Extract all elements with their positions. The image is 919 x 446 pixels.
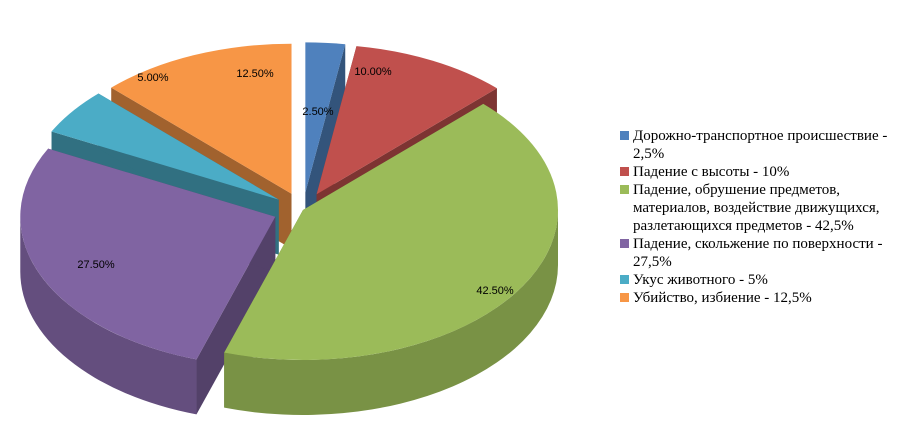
slice-wall	[305, 44, 346, 248]
legend-label: Убийство, избиение - 12,5%	[633, 290, 812, 306]
slice-wall	[196, 216, 276, 415]
pie-slice	[224, 103, 558, 360]
legend-item: Падение, обрушение предметов, материалов…	[620, 181, 915, 235]
legend-item: Укус животного - 5%	[620, 271, 915, 289]
data-label: 12.50%	[236, 68, 274, 80]
legend-swatch	[620, 239, 629, 248]
legend-swatch	[620, 131, 629, 140]
data-label: 10.00%	[354, 66, 392, 78]
legend-item: Убийство, избиение - 12,5%	[620, 289, 915, 307]
legend-item: Падение, скольжение по поверхности - 27,…	[620, 235, 915, 271]
legend-swatch	[620, 275, 629, 284]
legend-swatch	[620, 185, 629, 194]
data-label: 42.50%	[476, 285, 514, 297]
legend-label: Падение с высоты - 10%	[633, 164, 790, 180]
data-label: 27.50%	[77, 259, 115, 271]
legend: Дорожно-транспортное происшествие - 2,5%…	[620, 127, 915, 307]
legend-label: Укус животного - 5%	[633, 272, 768, 288]
legend-label: Дорожно-транспортное происшествие - 2,5%	[633, 128, 888, 162]
slice-side	[224, 210, 558, 416]
pie-slice	[316, 46, 497, 195]
legend-item: Падение с высоты - 10%	[620, 163, 915, 181]
pie-slice	[111, 43, 292, 194]
legend-label: Падение, обрушение предметов, материалов…	[633, 182, 880, 234]
data-labels: 2.50% 10.00% 42.50% 27.50% 5.00% 12.50%	[77, 66, 514, 297]
slice-side	[20, 216, 197, 415]
legend-swatch	[620, 293, 629, 302]
slice-tops	[20, 42, 558, 360]
data-label: 2.50%	[302, 106, 333, 118]
pie-slice	[305, 42, 346, 193]
legend-label: Падение, скольжение по поверхности - 27,…	[633, 236, 883, 270]
pie-slice	[51, 93, 279, 200]
legend-item: Дорожно-транспортное происшествие - 2,5%	[620, 127, 915, 163]
pie-slice	[20, 148, 276, 360]
data-label: 5.00%	[137, 72, 168, 84]
legend-swatch	[620, 167, 629, 176]
